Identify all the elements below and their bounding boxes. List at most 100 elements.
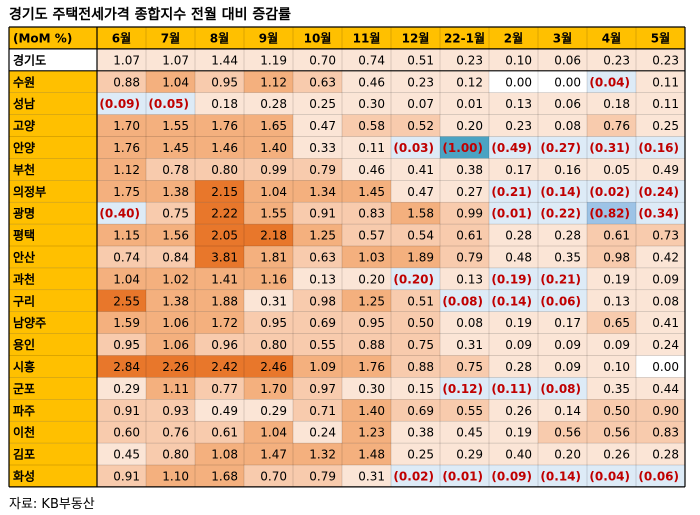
- heatmap-cell: [293, 377, 342, 400]
- heatmap-cell: [293, 48, 342, 71]
- heatmap-cell: [538, 202, 587, 225]
- heatmap-cell: [538, 224, 587, 246]
- cell-value: 0.11: [358, 141, 385, 155]
- cell-value: 1.15: [113, 229, 140, 243]
- heatmap-cell: [636, 136, 685, 159]
- cell-value: 0.24: [309, 426, 336, 440]
- heatmap-cell: [587, 114, 636, 137]
- heatmap-cell: [97, 443, 146, 465]
- cell-value: 0.47: [407, 185, 434, 199]
- row-header-bg: [9, 311, 97, 334]
- heatmap-cell: [538, 267, 587, 290]
- cell-value: 0.00: [554, 75, 581, 89]
- heatmap-cell: [244, 224, 293, 246]
- heatmap-cell: [440, 70, 489, 93]
- heatmap-cell: [391, 311, 440, 334]
- cell-value: 0.23: [505, 119, 532, 133]
- row-header-bg: [9, 114, 97, 137]
- cell-value: 0.08: [554, 119, 581, 133]
- cell-value: 1.07: [162, 53, 189, 67]
- heatmap-cell: [146, 465, 195, 487]
- heatmap-cell: [538, 70, 587, 93]
- cell-value: 1.89: [407, 250, 434, 264]
- cell-value: 0.76: [603, 119, 630, 133]
- cell-value: 0.51: [407, 53, 434, 67]
- cell-value: 0.97: [309, 382, 336, 396]
- heatmap-cell: [146, 289, 195, 312]
- cell-value: (0.49): [491, 141, 532, 155]
- row-header: 용인: [13, 337, 35, 352]
- heatmap-cell: [538, 180, 587, 203]
- heatmap-cell: [489, 465, 538, 487]
- heatmap-cell: [538, 136, 587, 159]
- cell-value: 0.77: [211, 382, 238, 396]
- heatmap-cell: [244, 267, 293, 290]
- heatmap-cell: [342, 136, 391, 159]
- cell-value: 0.23: [652, 53, 679, 67]
- cell-value: (0.82): [589, 207, 630, 221]
- cell-value: 1.04: [260, 426, 287, 440]
- heatmap-cell: [440, 421, 489, 444]
- cell-value: 0.06: [554, 97, 581, 111]
- cell-value: 1.76: [358, 360, 385, 374]
- cell-value: 1.02: [162, 272, 189, 286]
- cell-value: 0.27: [456, 185, 483, 199]
- cell-value: 0.26: [505, 404, 532, 418]
- row-header-bg: [9, 246, 97, 268]
- heatmap-cell: [636, 465, 685, 487]
- cell-value: 1.16: [260, 272, 287, 286]
- row-header: 성남: [13, 96, 35, 111]
- heatmap-cell: [97, 399, 146, 422]
- heatmap-cell: [440, 333, 489, 356]
- cell-value: 0.31: [358, 469, 385, 483]
- heatmap-cell: [293, 421, 342, 444]
- cell-value: 1.04: [113, 272, 140, 286]
- row-header: 경기도: [13, 52, 46, 67]
- heatmap-cell: [293, 443, 342, 465]
- cell-value: 0.73: [652, 229, 679, 243]
- heatmap-cell: [244, 136, 293, 159]
- heatmap-cell: [489, 180, 538, 203]
- cell-value: (0.06): [540, 294, 581, 308]
- heatmap-cell: [195, 48, 244, 71]
- heatmap-cell: [146, 311, 195, 334]
- cell-value: 0.30: [358, 382, 385, 396]
- cell-value: 2.22: [211, 207, 238, 221]
- heatmap-cell: [244, 114, 293, 137]
- cell-value: 0.60: [113, 426, 140, 440]
- row-header-bg: [9, 355, 97, 378]
- row-header-bg: [9, 158, 97, 181]
- heatmap-cell: [391, 443, 440, 465]
- heatmap-cell: [97, 202, 146, 225]
- heatmap-cell: [636, 421, 685, 444]
- heatmap-cell: [97, 267, 146, 290]
- heatmap-cell: [587, 224, 636, 246]
- heatmap-cell: [489, 267, 538, 290]
- heatmap-cell: [293, 114, 342, 137]
- cell-value: 2.46: [260, 360, 287, 374]
- heatmap-cell: [636, 311, 685, 334]
- cell-value: 0.88: [407, 360, 434, 374]
- cell-value: 0.58: [358, 119, 385, 133]
- cell-value: 1.34: [309, 185, 336, 199]
- cell-value: 0.29: [456, 448, 483, 462]
- cell-value: (0.11): [491, 382, 532, 396]
- heatmap-cell: [342, 180, 391, 203]
- heatmap-cell: [244, 48, 293, 71]
- heatmap-cell: [440, 267, 489, 290]
- corner-label: (MoM %): [13, 31, 72, 45]
- cell-value: 0.40: [505, 448, 532, 462]
- heatmap-cell: [587, 158, 636, 181]
- cell-value: 0.79: [456, 250, 483, 264]
- heatmap-cell: [97, 180, 146, 203]
- cell-value: 1.44: [211, 53, 238, 67]
- heatmap-cell: [342, 246, 391, 268]
- row-header: 수원: [13, 75, 35, 89]
- cell-value: (0.09): [491, 469, 532, 483]
- heatmap-cell: [587, 443, 636, 465]
- cell-value: 0.28: [554, 229, 581, 243]
- cell-value: 1.55: [162, 119, 189, 133]
- cell-value: 1.75: [113, 185, 140, 199]
- cell-value: 0.19: [505, 316, 532, 330]
- cell-value: 0.05: [603, 163, 630, 177]
